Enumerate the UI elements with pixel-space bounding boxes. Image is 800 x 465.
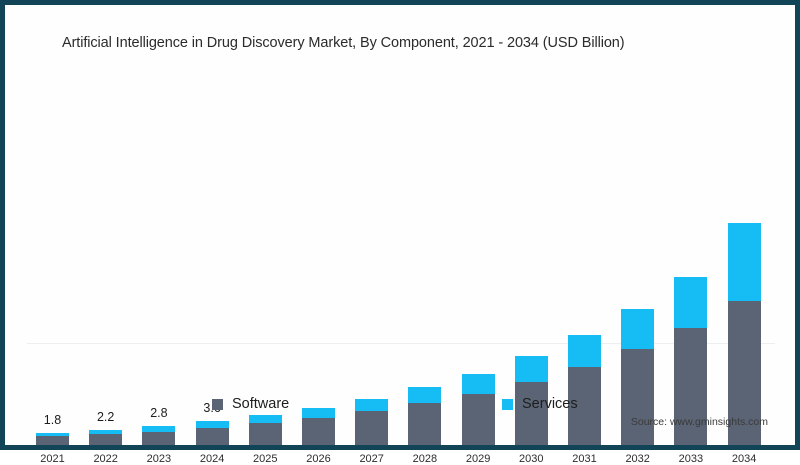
bar-stack-2029[interactable] bbox=[461, 373, 495, 445]
x-axis-tick-label: 2022 bbox=[93, 453, 118, 465]
legend-swatch-icon bbox=[502, 398, 513, 410]
x-axis-tick-label: 2033 bbox=[678, 453, 704, 465]
bar-segment-services[interactable] bbox=[195, 420, 229, 428]
bar-value-label: 2.2 bbox=[96, 410, 115, 425]
x-axis-tick-label: 2028 bbox=[412, 453, 438, 465]
bar-group[interactable]: 2031 bbox=[568, 107, 601, 465]
bar-segment-services[interactable] bbox=[568, 334, 601, 367]
chart-title: Artificial Intelligence in Drug Discover… bbox=[62, 35, 625, 51]
bar-stack-2024[interactable] bbox=[195, 420, 229, 445]
x-axis-tick-label: 2024 bbox=[199, 453, 225, 465]
legend-item-software[interactable]: Software bbox=[212, 396, 289, 412]
bar-stack-2026[interactable] bbox=[302, 408, 335, 445]
bar-group[interactable]: 2034 bbox=[727, 107, 761, 465]
x-axis-tick-label: 2034 bbox=[731, 453, 757, 465]
bar-stack-2032[interactable] bbox=[621, 309, 655, 445]
bar-segment-services[interactable] bbox=[302, 408, 335, 419]
bar-segment-software[interactable] bbox=[302, 418, 335, 445]
bar-stack-2033[interactable] bbox=[674, 277, 708, 445]
bar-segment-services[interactable] bbox=[248, 415, 282, 424]
bar-segment-services[interactable] bbox=[514, 356, 548, 382]
bar-stack-2022[interactable] bbox=[89, 430, 123, 445]
bar-stack-2023[interactable] bbox=[142, 426, 176, 445]
bar-segment-services[interactable] bbox=[674, 277, 708, 328]
bar-segment-services[interactable] bbox=[408, 387, 442, 404]
bar-stack-2021[interactable] bbox=[36, 432, 69, 445]
bar-stack-2028[interactable] bbox=[408, 387, 442, 445]
x-axis-tick-label: 2021 bbox=[40, 453, 65, 465]
x-axis-tick-label: 2032 bbox=[625, 453, 650, 465]
bar-segment-software[interactable] bbox=[408, 403, 442, 445]
x-axis-line bbox=[27, 343, 775, 344]
source-attribution: Source: www.gminsights.com bbox=[630, 416, 768, 428]
plot-area: 1.820212.220222.820233.62024202520262027… bbox=[5, 5, 795, 465]
bar-segment-services[interactable] bbox=[727, 223, 761, 302]
x-axis-tick-label: 2026 bbox=[306, 453, 331, 465]
bar-segment-software[interactable] bbox=[142, 431, 176, 445]
legend-swatch-icon bbox=[212, 398, 223, 410]
bar-group[interactable]: 2033 bbox=[674, 107, 708, 465]
bar-group[interactable]: 2027 bbox=[355, 107, 389, 465]
x-axis-tick-label: 2025 bbox=[253, 453, 278, 465]
bar-segment-software[interactable] bbox=[89, 434, 123, 445]
bar-group[interactable]: 2030 bbox=[514, 107, 548, 465]
bar-segment-services[interactable] bbox=[461, 373, 495, 394]
bar-segment-software[interactable] bbox=[514, 381, 548, 445]
x-axis-tick-label: 2029 bbox=[465, 453, 491, 465]
bar-segment-services[interactable] bbox=[142, 426, 176, 432]
legend-label: Software bbox=[232, 396, 290, 412]
bar-segment-software[interactable] bbox=[727, 301, 761, 445]
bar-stack-2027[interactable] bbox=[355, 398, 389, 445]
x-axis-tick-label: 2031 bbox=[572, 453, 597, 465]
bar-segment-software[interactable] bbox=[36, 436, 69, 445]
bar-segment-services[interactable] bbox=[621, 309, 655, 350]
bar-segment-software[interactable] bbox=[674, 327, 708, 445]
bar-segment-software[interactable] bbox=[461, 393, 495, 445]
bar-segment-services[interactable] bbox=[355, 398, 389, 412]
bar-segment-software[interactable] bbox=[248, 423, 282, 445]
bar-segment-software[interactable] bbox=[195, 427, 229, 445]
bar-segment-software[interactable] bbox=[355, 411, 389, 445]
chart-legend: Software Services bbox=[5, 388, 795, 414]
bar-segment-services[interactable] bbox=[36, 432, 69, 437]
bar-stack-2030[interactable] bbox=[514, 356, 548, 445]
bar-value-label: 2.8 bbox=[150, 406, 168, 421]
legend-item-services[interactable]: Services bbox=[502, 396, 578, 412]
bar-segment-services[interactable] bbox=[89, 430, 123, 435]
bar-segment-software[interactable] bbox=[568, 366, 601, 445]
x-axis-tick-label: 2030 bbox=[519, 453, 544, 465]
x-axis-tick-label: 2023 bbox=[146, 453, 172, 465]
bar-stack-2025[interactable] bbox=[248, 415, 282, 445]
bar-stack-2034[interactable] bbox=[727, 223, 761, 445]
x-axis-tick-label: 2027 bbox=[359, 453, 384, 465]
bar-segment-software[interactable] bbox=[621, 349, 655, 445]
bar-stack-2031[interactable] bbox=[568, 334, 601, 445]
bar-value-label: 1.8 bbox=[43, 412, 62, 427]
legend-label: Services bbox=[522, 396, 578, 412]
